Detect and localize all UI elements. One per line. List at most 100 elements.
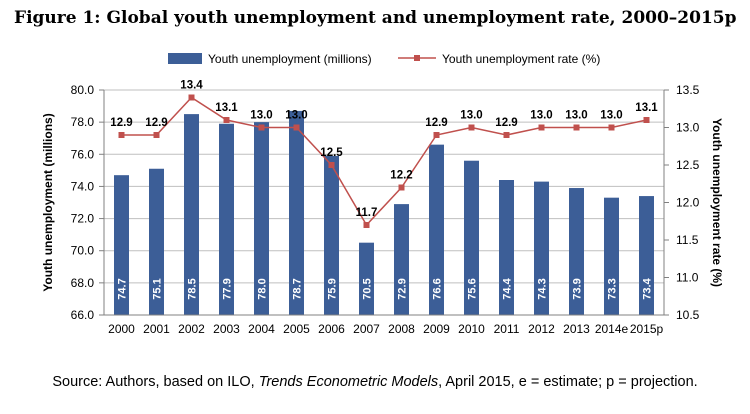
rate-marker-2012 xyxy=(538,124,545,131)
rate-marker-2009 xyxy=(433,132,440,138)
rate-marker-2006 xyxy=(328,162,335,168)
y-left-tick-label: 80.0 xyxy=(71,83,95,97)
bar-2006 xyxy=(324,155,339,315)
bar-2011 xyxy=(499,180,514,315)
y-right-tick-label: 11.0 xyxy=(676,271,699,285)
source-prefix: Source: Authors, based on ILO, xyxy=(52,374,259,390)
rate-marker-2002 xyxy=(188,94,195,101)
bar-2009 xyxy=(429,144,444,315)
rate-value-label: 12.9 xyxy=(495,117,517,129)
rate-marker-2005 xyxy=(293,124,300,131)
x-tick-label: 2007 xyxy=(353,322,380,336)
rate-value-label: 13.0 xyxy=(285,110,307,122)
y-left-tick-label: 66.0 xyxy=(71,308,95,322)
x-tick-label: 2005 xyxy=(283,322,310,336)
bar-value-label: 74.7 xyxy=(117,278,129,299)
x-tick-label: 2008 xyxy=(388,322,415,336)
y-left-axis-title: Youth unemployment (millions) xyxy=(41,113,55,291)
bar-value-label: 72.9 xyxy=(397,278,409,299)
rate-marker-2013 xyxy=(573,124,580,131)
bar-2004 xyxy=(254,122,269,316)
x-tick-label: 2004 xyxy=(248,322,275,336)
rate-value-label: 13.0 xyxy=(530,110,552,122)
figure-title: Figure 1: Global youth unemployment and … xyxy=(14,8,737,28)
bar-2014e xyxy=(604,197,619,315)
bar-2012 xyxy=(534,181,549,315)
y-left-tick-label: 68.0 xyxy=(71,276,95,290)
bar-value-label: 75.6 xyxy=(467,278,479,299)
rate-marker-2007 xyxy=(363,222,370,228)
x-tick-label: 2001 xyxy=(143,322,170,336)
rate-marker-2015p xyxy=(643,117,650,123)
bar-2001 xyxy=(149,168,164,315)
y-left-tick-label: 76.0 xyxy=(71,147,95,161)
rate-value-label: 13.1 xyxy=(215,102,238,114)
rate-marker-2014e xyxy=(608,124,615,131)
x-tick-label: 2000 xyxy=(108,322,135,336)
rate-value-label: 13.0 xyxy=(460,110,482,122)
legend-bar-label: Youth unemployment (millions) xyxy=(208,52,372,66)
y-right-tick-label: 12.5 xyxy=(676,158,700,172)
y-left-tick-label: 74.0 xyxy=(71,179,95,193)
bar-2015p xyxy=(639,196,654,315)
legend-line-marker xyxy=(414,55,420,61)
bar-value-label: 75.1 xyxy=(152,278,164,299)
rate-value-label: 13.4 xyxy=(180,80,203,92)
rate-value-label: 12.5 xyxy=(320,147,343,159)
rate-value-label: 12.9 xyxy=(145,117,167,129)
y-right-tick-label: 12.0 xyxy=(676,196,700,210)
x-tick-label: 2003 xyxy=(213,322,240,336)
y-right-tick-label: 11.5 xyxy=(676,233,699,247)
rate-marker-2000 xyxy=(118,132,125,138)
x-tick-label: 2009 xyxy=(423,322,450,336)
y-right-tick-label: 13.0 xyxy=(676,121,700,135)
rate-value-label: 12.2 xyxy=(390,170,412,182)
bar-2000 xyxy=(114,175,129,315)
bar-value-label: 77.9 xyxy=(222,278,234,299)
rate-marker-2011 xyxy=(503,132,510,138)
x-tick-label: 2012 xyxy=(528,322,555,336)
x-tick-label: 2014e xyxy=(595,322,629,336)
bar-value-label: 73.3 xyxy=(607,278,619,299)
x-tick-label: 2006 xyxy=(318,322,345,336)
legend-line-label: Youth unemployment rate (%) xyxy=(442,52,600,66)
bar-2002 xyxy=(184,114,199,315)
bar-2003 xyxy=(219,123,234,315)
bar-value-label: 73.9 xyxy=(572,278,584,299)
bar-2008 xyxy=(394,204,409,315)
rate-marker-2001 xyxy=(153,132,160,138)
bar-value-label: 74.4 xyxy=(502,277,514,299)
bar-value-label: 76.6 xyxy=(432,278,444,299)
x-tick-label: 2011 xyxy=(494,322,520,336)
rate-value-label: 12.9 xyxy=(425,117,447,129)
rate-value-label: 12.9 xyxy=(110,117,132,129)
legend-bar-swatch xyxy=(168,53,202,64)
bar-2010 xyxy=(464,160,479,315)
bar-value-label: 70.5 xyxy=(362,278,374,299)
y-right-tick-label: 13.5 xyxy=(676,83,700,97)
rate-value-label: 13.1 xyxy=(635,102,658,114)
bar-value-label: 74.3 xyxy=(537,278,549,299)
y-right-axis-title: Youth unemployment rate (%) xyxy=(710,118,724,287)
bar-2005 xyxy=(289,110,304,316)
bar-value-label: 78.5 xyxy=(187,278,199,299)
bar-2013 xyxy=(569,188,584,315)
bar-value-label: 75.9 xyxy=(327,278,339,299)
rate-marker-2004 xyxy=(258,124,265,131)
bar-value-label: 73.4 xyxy=(642,277,654,299)
y-left-tick-label: 70.0 xyxy=(71,244,95,258)
x-tick-label: 2002 xyxy=(178,322,205,336)
rate-value-label: 13.0 xyxy=(250,110,272,122)
y-right-tick-label: 10.5 xyxy=(676,308,700,322)
x-tick-label: 2013 xyxy=(563,322,590,336)
rate-line xyxy=(121,96,647,227)
bar-2007 xyxy=(359,242,374,315)
y-left-tick-label: 72.0 xyxy=(71,212,95,226)
rate-marker-2008 xyxy=(398,184,405,191)
rate-marker-2003 xyxy=(223,117,230,123)
rate-value-label: 13.0 xyxy=(600,110,622,122)
bar-value-label: 78.0 xyxy=(257,278,269,299)
rate-value-label: 11.7 xyxy=(356,207,378,219)
source-italic: Trends Econometric Models xyxy=(258,374,439,390)
